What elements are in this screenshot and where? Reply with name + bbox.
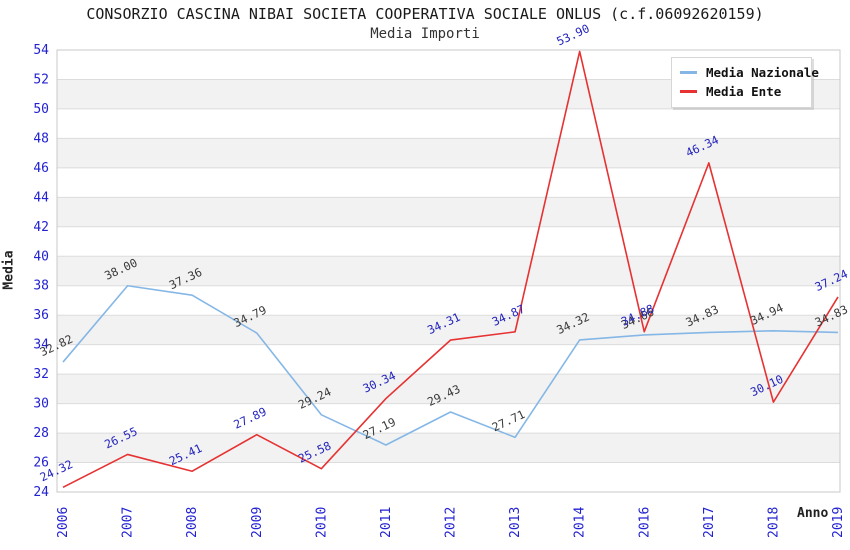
series-line-media-nazionale xyxy=(62,284,839,446)
legend-swatch-media-ente xyxy=(680,90,697,93)
y-axis-title: Media xyxy=(1,250,17,290)
y-tick-label: 30 xyxy=(33,397,49,412)
x-tick-label: 2017 xyxy=(702,507,717,538)
y-tick-label: 28 xyxy=(33,426,49,441)
x-tick-label: 2013 xyxy=(508,507,523,538)
legend-swatch-media-nazionale xyxy=(680,71,697,74)
grid-band xyxy=(57,344,840,375)
grid-band xyxy=(57,108,840,139)
chart-title: CONSORZIO CASCINA NIBAI SOCIETA COOPERAT… xyxy=(86,5,764,23)
y-tick-label: 26 xyxy=(33,456,49,471)
x-tick-label: 2011 xyxy=(379,507,394,538)
x-tick-label: 2014 xyxy=(573,507,588,538)
grid-band xyxy=(57,285,840,316)
point-label: 53.90 xyxy=(554,21,591,48)
y-tick-label: 44 xyxy=(33,190,49,205)
grid-band xyxy=(57,403,840,434)
chart-subtitle: Media Importi xyxy=(370,26,480,42)
y-tick-label: 24 xyxy=(33,485,49,500)
legend-item-media-ente: Media Ente xyxy=(680,82,803,101)
x-tick-label: 2016 xyxy=(637,507,652,538)
y-tick-label: 32 xyxy=(33,367,49,382)
y-tick-label: 38 xyxy=(33,279,49,294)
y-tick-label: 40 xyxy=(33,249,49,264)
grid-band xyxy=(57,167,840,198)
x-tick-label: 2010 xyxy=(314,507,329,538)
legend: Media Nazionale Media Ente xyxy=(671,57,819,108)
x-tick-label: 2018 xyxy=(766,507,781,538)
y-tick-label: 34 xyxy=(33,338,49,353)
y-tick-label: 52 xyxy=(33,72,49,87)
y-tick-label: 50 xyxy=(33,102,49,117)
x-tick-label: 2009 xyxy=(250,507,265,538)
grid-band xyxy=(57,138,840,168)
x-tick-label: 2007 xyxy=(121,507,136,538)
plot-border xyxy=(56,49,841,493)
grid-band xyxy=(57,462,840,492)
y-tick-label: 54 xyxy=(33,43,49,58)
x-tick-label: 2006 xyxy=(56,507,71,538)
x-tick-label: 2019 xyxy=(831,507,846,538)
grid-band xyxy=(57,315,840,345)
x-axis-title: Anno xyxy=(797,506,829,521)
grid-band xyxy=(57,226,840,257)
y-tick-label: 48 xyxy=(33,131,49,146)
grid-band xyxy=(57,374,840,404)
y-tick-label: 46 xyxy=(33,161,49,176)
series-line-media-ente xyxy=(62,50,839,488)
legend-item-media-nazionale: Media Nazionale xyxy=(680,63,819,82)
x-tick-label: 2012 xyxy=(444,507,459,538)
grid-band xyxy=(57,197,840,227)
x-tick-label: 2008 xyxy=(185,507,200,538)
y-tick-label: 36 xyxy=(33,308,49,323)
legend-label: Media Nazionale xyxy=(706,65,819,80)
grid-band xyxy=(57,256,840,286)
grid-band xyxy=(57,433,840,463)
legend-label: Media Ente xyxy=(706,84,782,99)
y-tick-label: 42 xyxy=(33,220,49,235)
